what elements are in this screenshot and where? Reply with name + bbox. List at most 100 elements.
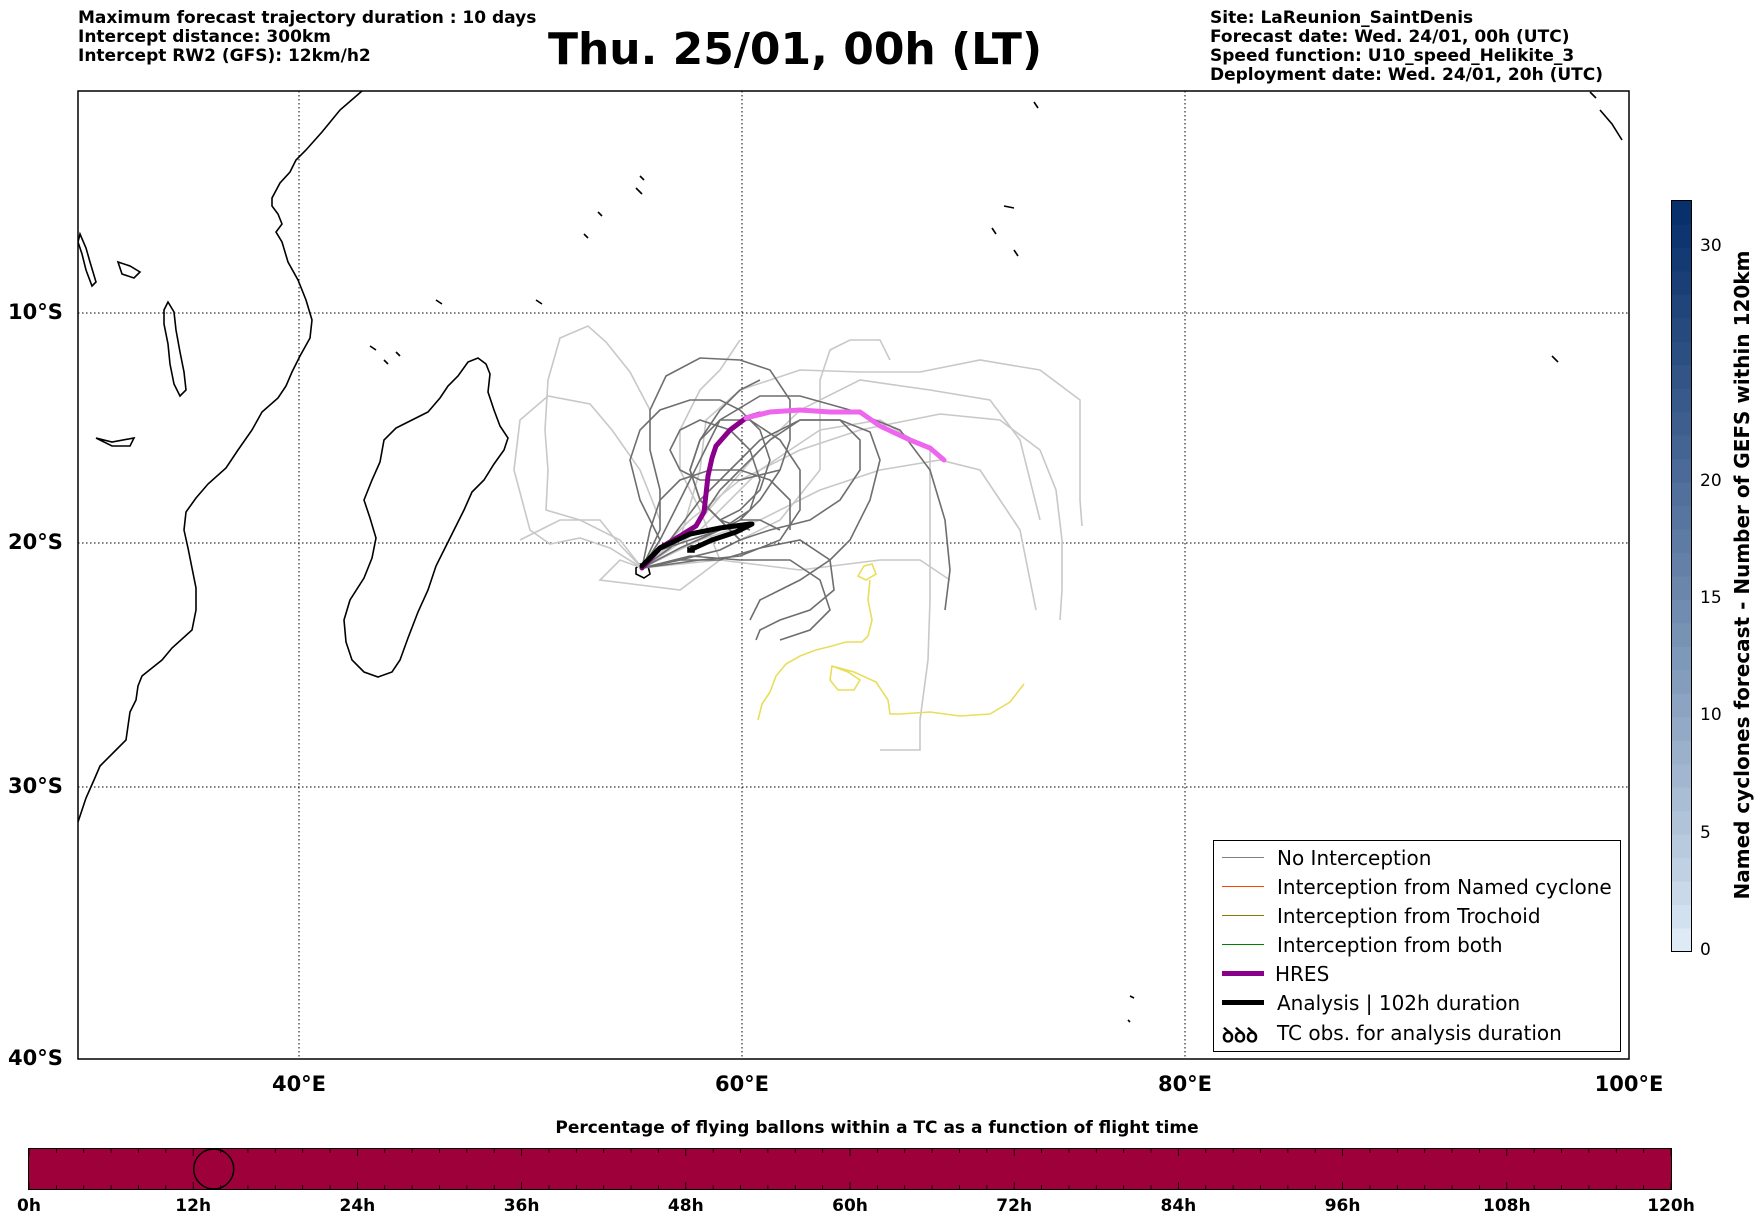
madagascar-coast [343, 357, 509, 678]
colorbar-segment [1671, 740, 1692, 765]
colorbar-segment [1671, 599, 1692, 624]
colorbar-segment [1671, 763, 1692, 788]
lat-label-30s: 30°S [8, 774, 63, 798]
flight-bar-tick-label: 60h [832, 1196, 868, 1216]
trajectory-light [641, 413, 1063, 621]
trajectory-dark [641, 395, 951, 611]
lake-tanganyika [78, 231, 97, 288]
gridlines [78, 91, 1629, 1059]
colorbar-segment [1671, 505, 1692, 530]
lon-label-60e: 60°E [714, 1072, 770, 1096]
legend-swatch [1222, 1000, 1264, 1005]
colorbar-segment [1671, 411, 1692, 436]
flight-bar-tick-label: 96h [1324, 1196, 1361, 1216]
trajectory-yellow [757, 563, 1025, 721]
lat-label-40s: 40°S [8, 1046, 63, 1070]
trajectory-light [641, 419, 931, 751]
trajectory-light [513, 395, 661, 569]
colorbar [1671, 200, 1692, 952]
colorbar-segment [1671, 646, 1692, 671]
colorbar-segment [1671, 904, 1692, 929]
lon-label-80e: 80°E [1157, 1072, 1213, 1096]
legend-item-analysis: Analysis | 102h duration [1214, 988, 1620, 1017]
flight-bar-tick-label: 12h [175, 1196, 212, 1216]
legend-item-tc-obs: ꝺꝺꝺ TC obs. for analysis duration [1214, 1018, 1620, 1048]
colorbar-segment [1671, 435, 1692, 460]
trajectory-light [641, 339, 891, 569]
analysis-track [639, 521, 755, 569]
colorbar-segment [1671, 787, 1692, 812]
legend-item-trochoid: Interception from Trochoid [1214, 901, 1620, 930]
legend-label: Interception from Named cyclone [1277, 874, 1612, 899]
flight-bar-tick-label: 24h [339, 1196, 376, 1216]
trajectory-dark [629, 399, 771, 569]
trajectory-dark [641, 555, 831, 641]
header-right-line2: Forecast date: Wed. 24/01, 00h (UTC) [1210, 27, 1570, 47]
lat-label-10s: 10°S [8, 300, 63, 324]
header-right: Site: LaReunion_SaintDenis Forecast date… [1210, 9, 1603, 85]
colorbar-segment [1671, 928, 1692, 952]
header-right-line3: Speed function: U10_speed_Helikite_3 [1210, 46, 1575, 66]
colorbar-segment [1671, 294, 1692, 319]
hres-track-extension [743, 407, 947, 463]
trajectory-light [641, 559, 951, 581]
colorbar-tick-label: 0 [1700, 940, 1711, 960]
colorbar-segment [1671, 317, 1692, 342]
legend-item-named-cyclone: Interception from Named cyclone [1214, 872, 1620, 901]
colorbar-tick-label: 10 [1700, 705, 1722, 726]
lake-victoria [116, 260, 142, 279]
flight-bar-title: Percentage of flying ballons within a TC… [555, 1118, 1199, 1138]
lon-label-100e: 100°E [1594, 1072, 1664, 1096]
colorbar-segment [1671, 669, 1692, 694]
header-left-line1: Maximum forecast trajectory duration : 1… [78, 8, 537, 28]
trajectory-light [544, 325, 651, 569]
colorbar-tick-label: 30 [1700, 235, 1722, 256]
flight-bar-tick-label: 36h [503, 1196, 540, 1216]
colorbar-segment [1671, 834, 1692, 859]
colorbar-segment [1671, 458, 1692, 483]
colorbar-segment [1671, 576, 1692, 600]
colorbar-tick-label: 15 [1700, 587, 1722, 608]
amsterdam-island [1127, 995, 1135, 1023]
legend-label: HRES [1275, 961, 1330, 986]
legend-label: No Interception [1277, 845, 1432, 870]
colorbar-segment [1671, 881, 1692, 906]
colorbar-segment [1671, 247, 1692, 272]
page-title: Thu. 25/01, 00h (LT) [547, 24, 1043, 75]
flight-bar-tick-label: 120h [1647, 1196, 1695, 1216]
flight-bar-ticks [28, 1148, 1672, 1190]
colorbar-segment [1671, 482, 1692, 507]
colorbar-segment [1671, 364, 1692, 389]
flight-bar-tick-label: 0h [17, 1196, 41, 1216]
colorbar-segment [1671, 529, 1692, 554]
legend-label: Interception from Trochoid [1277, 903, 1541, 928]
header-left-line3: Intercept RW2 (GFS): 12km/h2 [78, 46, 371, 66]
tanzania-islands [95, 436, 136, 447]
colorbar-segment [1671, 200, 1692, 225]
colorbar-segment [1671, 810, 1692, 835]
colorbar-segment [1671, 552, 1692, 577]
colorbar-segment [1671, 693, 1692, 718]
legend-swatch [1222, 971, 1264, 976]
header-left: Maximum forecast trajectory duration : 1… [78, 9, 536, 66]
flight-bar-tick-label: 108h [1483, 1196, 1531, 1216]
flight-bar-tick-label: 48h [667, 1196, 704, 1216]
lon-label-40e: 40°E [271, 1072, 327, 1096]
flight-bar-tick-label: 84h [1160, 1196, 1197, 1216]
sumatra-tip [1551, 355, 1559, 363]
colorbar-label: Named cyclones forecast - Number of GEFS… [1730, 250, 1754, 900]
legend-item-both: Interception from both [1214, 930, 1620, 959]
kenya-islands [435, 299, 543, 305]
colorbar-segment [1671, 341, 1692, 366]
trajectory-dark [641, 357, 791, 569]
colorbar-segment [1671, 716, 1692, 741]
colorbar-segment [1671, 857, 1692, 882]
legend-label: TC obs. for analysis duration [1277, 1020, 1562, 1045]
trajectory-dark [641, 419, 861, 569]
legend-label: Analysis | 102h duration [1277, 990, 1521, 1015]
legend-label: Interception from both [1277, 932, 1503, 957]
trajectory-light [598, 339, 741, 591]
legend-swatch [1222, 915, 1264, 916]
legend-item-no-interception: No Interception [1214, 843, 1620, 872]
trajectory-dark [641, 379, 761, 569]
